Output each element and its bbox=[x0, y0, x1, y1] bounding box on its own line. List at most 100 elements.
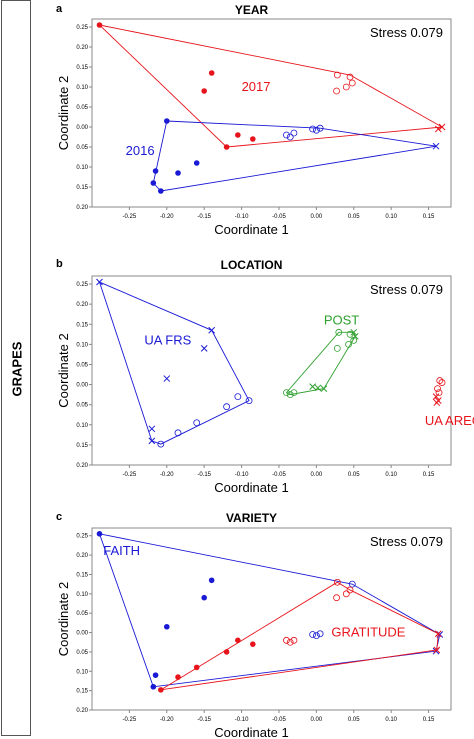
point-open bbox=[309, 125, 317, 133]
point-filled bbox=[150, 180, 157, 186]
point-cross bbox=[314, 384, 322, 392]
point-filled bbox=[152, 672, 159, 678]
x-tick-label: -0.05 bbox=[272, 472, 286, 478]
group-label: 2017 bbox=[242, 79, 271, 94]
point-open bbox=[283, 131, 290, 139]
point-open bbox=[335, 328, 343, 336]
x-tick-label: -0.10 bbox=[235, 214, 249, 220]
point-open bbox=[290, 636, 298, 644]
x-tick-label: 0.10 bbox=[385, 717, 397, 723]
point-cross bbox=[163, 375, 171, 382]
chart-panel-b: b LOCATION Stress 0.079 -0.25 -0.20 -0.15 -0.1… bbox=[56, 258, 474, 495]
series-2017 bbox=[96, 22, 446, 150]
y-axis-label: Coordinate 2 bbox=[56, 582, 71, 656]
point-open bbox=[174, 429, 182, 437]
point-filled bbox=[193, 160, 200, 166]
point-cross bbox=[309, 383, 316, 390]
x-tick-label: 0.05 bbox=[348, 472, 360, 478]
point-open bbox=[438, 379, 446, 386]
point-cross bbox=[433, 646, 441, 654]
hull-outline bbox=[98, 281, 250, 445]
chart-title: VARIETY bbox=[226, 511, 277, 525]
point-cross bbox=[208, 326, 216, 334]
y-tick-label: 0.20 bbox=[76, 302, 88, 308]
x-tick-label: 0.10 bbox=[385, 214, 397, 220]
y-tick-label: 0.10 bbox=[76, 669, 88, 675]
point-cross bbox=[438, 123, 446, 131]
y-tick-label: 0.20 bbox=[76, 553, 88, 559]
point-filled bbox=[193, 664, 200, 671]
point-cross bbox=[96, 278, 103, 286]
point-open bbox=[157, 440, 165, 448]
x-axis-label: Coordinate 1 bbox=[214, 222, 288, 237]
group-label: 2016 bbox=[126, 143, 155, 158]
point-open bbox=[193, 419, 201, 427]
x-axis-label: Coordinate 1 bbox=[214, 480, 288, 495]
y-tick-label: 0.05 bbox=[76, 611, 88, 617]
chart-panel-a: a YEAR Stress 0.079 -0.25 -0.20 -0.15 -0.10 -0.… bbox=[56, 3, 452, 237]
point-filled bbox=[201, 594, 207, 601]
plot-frame bbox=[91, 275, 452, 466]
point-filled bbox=[175, 170, 181, 176]
panel-letter: b bbox=[56, 258, 63, 270]
y-tick-label: 0.05 bbox=[76, 105, 88, 111]
point-open bbox=[436, 377, 444, 384]
point-filled bbox=[158, 687, 164, 693]
series-ua-arec bbox=[432, 377, 446, 407]
x-tick-label: -0.05 bbox=[272, 214, 286, 220]
point-filled bbox=[223, 649, 230, 655]
y-tick-label: 0.10 bbox=[76, 423, 88, 429]
chart-title: LOCATION bbox=[221, 258, 283, 272]
y-tick-label: 0.15 bbox=[76, 572, 88, 578]
y-tick-label: 0.10 bbox=[76, 592, 88, 598]
plot-frame bbox=[91, 18, 452, 208]
point-filled bbox=[158, 188, 164, 194]
y-tick-label: 0.15 bbox=[76, 185, 88, 191]
group-label: GRATITUDE bbox=[331, 624, 405, 639]
stress-label: Stress 0.079 bbox=[370, 25, 443, 40]
point-open bbox=[345, 340, 352, 348]
y-axis-label: Coordinate 2 bbox=[56, 76, 71, 150]
y-tick-label: 0.10 bbox=[76, 342, 88, 348]
panel-letter: a bbox=[56, 3, 63, 15]
y-tick-label: 0.25 bbox=[76, 25, 88, 31]
point-open bbox=[286, 391, 294, 399]
y-tick-label: 0.00 bbox=[76, 125, 88, 131]
point-open bbox=[348, 580, 356, 588]
y-tick-label: 0.00 bbox=[76, 383, 88, 389]
point-open bbox=[333, 344, 341, 352]
y-tick-label: 0.15 bbox=[76, 689, 88, 695]
y-tick-label: 0.20 bbox=[76, 205, 88, 211]
point-open bbox=[333, 71, 341, 79]
x-tick-label: -0.20 bbox=[160, 717, 174, 723]
point-open bbox=[245, 397, 253, 405]
point-open bbox=[434, 385, 441, 392]
x-tick-label: 0.00 bbox=[311, 214, 323, 220]
point-filled bbox=[223, 144, 230, 150]
point-open bbox=[348, 79, 356, 87]
x-tick-label: 0.05 bbox=[348, 717, 360, 723]
point-cross bbox=[351, 332, 359, 340]
y-tick-label: 0.15 bbox=[76, 443, 88, 449]
point-filled bbox=[150, 683, 157, 690]
stress-label: Stress 0.079 bbox=[370, 282, 443, 297]
point-filled bbox=[235, 637, 241, 644]
x-tick-label: -0.10 bbox=[235, 717, 249, 723]
point-open bbox=[333, 594, 340, 602]
chart-panel-c: c VARIETY Stress 0.079 -0.25 -0.20 -0.15 -0.10… bbox=[56, 511, 452, 739]
x-tick-label: 0.00 bbox=[311, 472, 323, 478]
point-open bbox=[290, 129, 298, 137]
y-tick-label: 0.25 bbox=[76, 282, 88, 288]
point-open bbox=[283, 636, 290, 644]
point-cross bbox=[434, 630, 442, 638]
point-filled bbox=[163, 623, 170, 630]
hull-outline bbox=[98, 533, 441, 688]
point-filled bbox=[201, 88, 207, 94]
x-tick-label: 0.10 bbox=[385, 472, 397, 478]
y-tick-label: 0.10 bbox=[76, 165, 88, 171]
point-cross bbox=[148, 425, 156, 433]
stress-label: Stress 0.079 bbox=[370, 534, 443, 549]
group-label: UA AREC bbox=[425, 413, 474, 428]
x-tick-label: 0.05 bbox=[348, 214, 360, 220]
point-cross bbox=[350, 328, 358, 336]
